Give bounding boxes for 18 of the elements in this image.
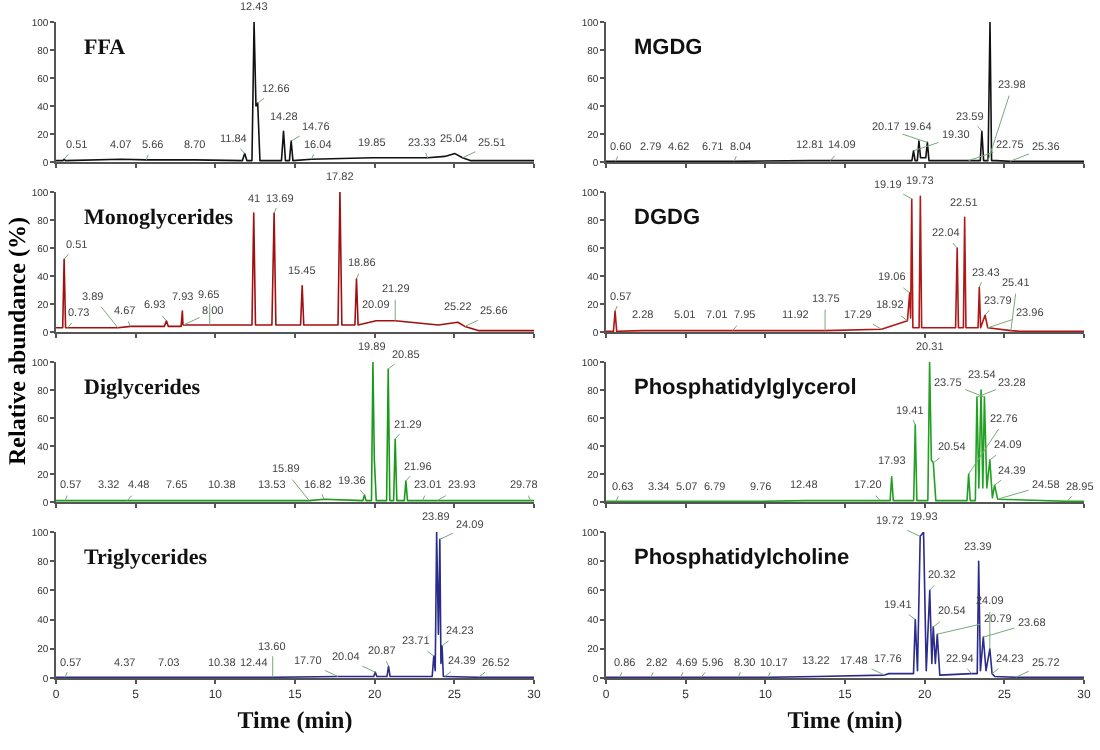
- line-series: [56, 22, 534, 162]
- y-axis-title: Relative abundance (%): [3, 216, 32, 464]
- line-series: [56, 532, 534, 678]
- text: Phosphatidylglycerol: [634, 376, 857, 400]
- line-series: [56, 362, 534, 502]
- line-series: [606, 532, 1084, 678]
- text: DGDG: [634, 206, 700, 230]
- line-series: [56, 192, 534, 332]
- text: MGDG: [634, 36, 703, 60]
- text: Triglycerides: [84, 546, 209, 570]
- x-axis-title: Time (min): [787, 706, 903, 734]
- text: FFA: [84, 36, 126, 60]
- line-series: [606, 22, 1084, 162]
- text: Diglycerides: [84, 376, 202, 400]
- text: Monoglycerides: [84, 206, 235, 230]
- x-axis-title: Time (min): [237, 706, 353, 734]
- line-series: [606, 195, 1084, 332]
- text: Phosphatidylcholine: [634, 546, 850, 570]
